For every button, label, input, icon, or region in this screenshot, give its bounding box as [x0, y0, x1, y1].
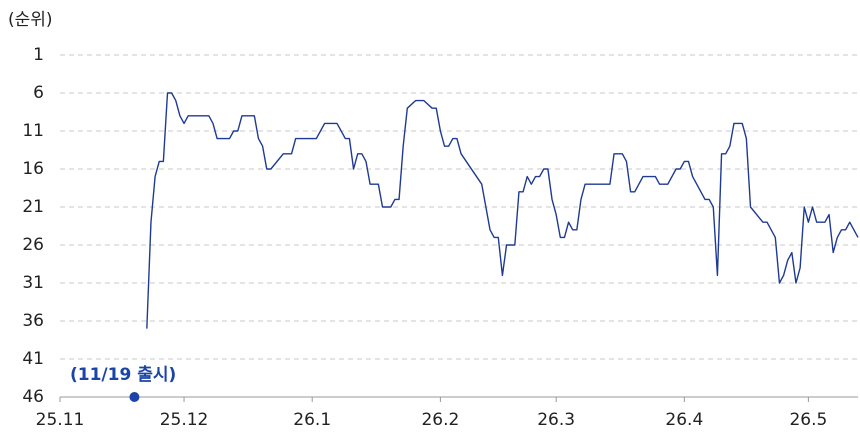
launch-marker	[129, 392, 140, 402]
x-tick-label: 25.11	[36, 410, 85, 430]
y-tick-label: 6	[33, 83, 44, 103]
y-tick-label: 21	[22, 197, 44, 217]
y-tick-label: 16	[22, 159, 44, 179]
y-tick-label: 11	[22, 121, 44, 141]
y-tick-label: 46	[22, 387, 44, 407]
annotation: (11/19 출시)	[70, 365, 176, 385]
y-tick-label: 26	[22, 235, 44, 255]
y-tick-label: 36	[22, 311, 44, 331]
x-tick-label: 26.3	[537, 410, 575, 430]
x-tick-label: 26.4	[665, 410, 703, 430]
line	[146, 92, 859, 329]
x-tick-label: 26.1	[293, 410, 331, 430]
x-tick-label: 26.5	[789, 410, 827, 430]
y-tick-label: 1	[33, 45, 44, 65]
x-tick-label: 26.2	[421, 410, 459, 430]
y-axis-label: (순위)	[8, 10, 53, 30]
y-tick-label: 41	[22, 349, 44, 369]
y-tick-label: 31	[22, 273, 44, 293]
x-tick-label: 25.12	[160, 410, 209, 430]
